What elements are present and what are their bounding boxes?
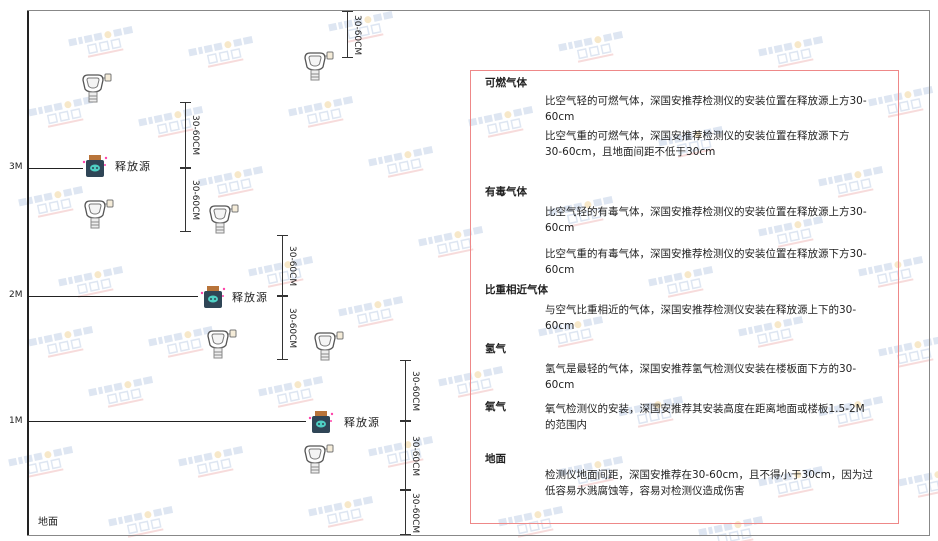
dimension-label: 30-60CM — [287, 245, 297, 286]
dimension-line — [277, 296, 288, 360]
legend-text: 氧气检测仪的安装，深国安推荐其安装高度在距离地面或楼板1.5-2M的范围内 — [545, 403, 865, 431]
release-source-label: 释放源 — [115, 160, 151, 173]
legend-text: 比空气轻的可燃气体，深国安推荐检测仪的安装位置在释放源上方30-60cm — [545, 95, 867, 123]
level-3m-line — [28, 168, 83, 169]
dimension-line — [400, 490, 411, 535]
dimension-line — [400, 360, 411, 421]
legend-text: 比空气重的可燃气体，深国安推荐检测仪的安装位置在释放源下方30-60cm，且地面… — [545, 130, 850, 158]
dimension-line — [400, 421, 411, 490]
watermark-logo — [68, 23, 143, 67]
gas-detector-icon — [80, 198, 114, 236]
dimension-label: 30-60CM — [190, 115, 200, 156]
legend-heading: 氢气 — [485, 343, 506, 355]
dimension-line — [277, 235, 288, 296]
release-source-icon — [82, 153, 108, 183]
gas-detector-icon — [300, 443, 334, 481]
release-source-label: 释放源 — [232, 291, 268, 304]
watermark-logo — [328, 8, 403, 52]
dimension-line — [342, 11, 353, 58]
watermark-logo — [368, 143, 443, 187]
level-1m-label: 1M — [9, 416, 23, 426]
floor-line — [27, 535, 930, 536]
legend-heading: 地面 — [485, 453, 506, 465]
legend-heading: 可燃气体 — [485, 77, 527, 89]
level-2m-line — [28, 296, 198, 297]
level-2m-label: 2M — [9, 290, 23, 300]
height-axis — [27, 10, 29, 536]
legend-text: 氢气是最轻的气体，深国安推荐氢气检测仪安装在楼板面下方的30-60cm — [545, 363, 857, 391]
watermark-logo — [188, 33, 263, 77]
watermark-logo — [308, 493, 383, 537]
watermark-logo — [28, 323, 103, 367]
level-1m-line — [28, 421, 306, 422]
dimension-label: 30-60CM — [190, 180, 200, 221]
gas-detector-icon — [310, 330, 344, 368]
gas-detector-icon — [78, 72, 112, 110]
release-source-icon — [308, 409, 334, 439]
dimension-label: 30-60CM — [410, 370, 420, 411]
watermark-logo — [88, 373, 163, 417]
dimension-label: 30-60CM — [287, 308, 297, 349]
dimension-line — [180, 168, 191, 232]
legend-text: 比空气重的有毒气体，深国安推荐检测仪的安装位置在释放源下方30-60cm — [545, 248, 867, 276]
release-source-icon — [200, 284, 226, 314]
legend-text: 检测仪地面间距，深国安推荐在30-60cm，且不得小于30cm，因为过低容易水溅… — [545, 469, 873, 497]
gas-detector-icon — [300, 50, 334, 88]
legend-text: 与空气比重相近的气体，深国安推荐检测仪安装在释放源上下的30-60cm — [545, 304, 857, 332]
legend-heading: 比重相近气体 — [485, 284, 548, 296]
legend-box — [470, 70, 899, 524]
watermark-logo — [898, 463, 938, 507]
dimension-label: 30-60CM — [410, 435, 420, 476]
watermark-logo — [198, 163, 273, 207]
watermark-logo — [138, 103, 213, 147]
ceiling-line — [27, 10, 930, 11]
dimension-line — [180, 102, 191, 168]
watermark-logo — [8, 443, 83, 487]
legend-text: 比空气轻的有毒气体，深国安推荐检测仪的安装位置在释放源上方30-60cm — [545, 206, 867, 234]
gas-detector-icon — [205, 203, 239, 241]
right-wall-line — [929, 10, 930, 536]
watermark-logo — [558, 28, 633, 72]
gas-detector-icon — [203, 328, 237, 366]
dimension-label: 30-60CM — [410, 492, 420, 533]
dimension-label: 30-60CM — [352, 14, 362, 55]
legend-heading: 有毒气体 — [485, 186, 527, 198]
level-3m-label: 3M — [9, 162, 23, 172]
watermark-logo — [58, 263, 133, 307]
watermark-logo — [338, 293, 413, 337]
watermark-logo — [288, 93, 363, 137]
ground-label: 地面 — [38, 517, 58, 528]
legend-heading: 氧气 — [485, 401, 506, 413]
watermark-logo — [178, 443, 253, 487]
release-source-label: 释放源 — [344, 416, 380, 429]
